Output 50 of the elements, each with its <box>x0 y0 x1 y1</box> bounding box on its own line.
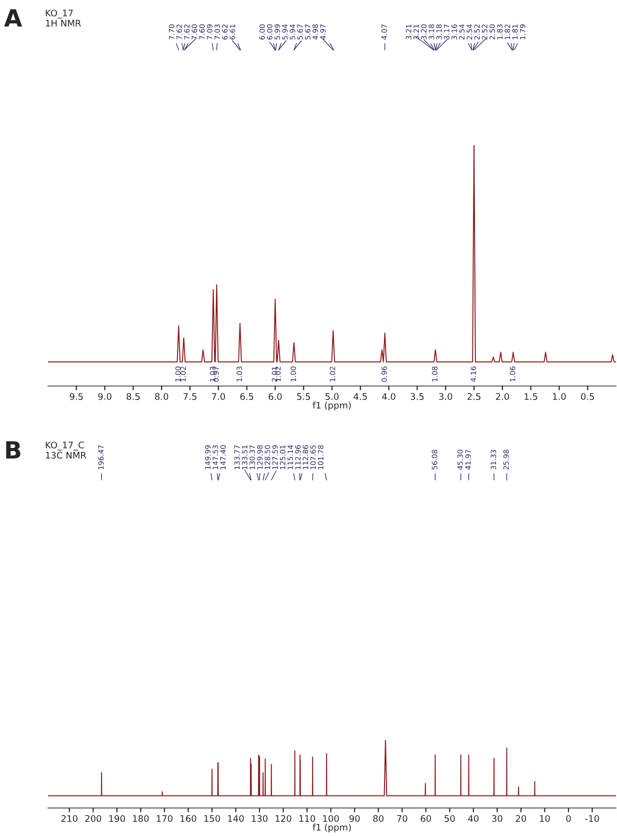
chart-subtitle: 13C NMR <box>46 452 86 459</box>
x-tick-label: 8.0 <box>155 393 168 400</box>
chart-subtitle: 1H NMR <box>46 20 81 26</box>
x-tick-label: 170 <box>156 815 172 822</box>
x-tick-label: 3.5 <box>410 393 424 400</box>
chart-title: KO_17 <box>46 10 73 18</box>
x-tick-label: 180 <box>133 815 149 822</box>
x-tick-label: 20 <box>516 815 526 822</box>
x-axis-title: f1 (ppm) <box>312 824 351 832</box>
x-tick-label: 1.0 <box>553 393 566 400</box>
x-tick-label: 9.5 <box>70 393 83 400</box>
x-tick-label: 3.0 <box>439 393 452 400</box>
x-tick-label: 5.0 <box>326 393 339 400</box>
x-tick-label: 6.0 <box>268 393 282 400</box>
x-tick-label: 30 <box>492 815 502 822</box>
text: B <box>6 441 20 459</box>
x-tick-label: 4.5 <box>354 393 367 400</box>
x-axis-title: f1 (ppm) <box>312 402 351 410</box>
x-tick-label: 140 <box>228 815 244 822</box>
x-tick-label: 2.5 <box>467 393 480 400</box>
x-tick-label: 90 <box>349 815 360 822</box>
x-tick-label: 4.0 <box>382 393 396 400</box>
x-tick-label: 50 <box>444 815 455 822</box>
chart-title: KO_17_C <box>46 442 84 450</box>
x-tick-label: 210 <box>61 815 78 822</box>
x-tick-label: 160 <box>180 815 196 822</box>
x-tick-label: 0 <box>566 815 571 822</box>
text: A <box>4 9 22 27</box>
x-tick-label: 200 <box>85 815 102 822</box>
x-tick-label: 70 <box>397 815 408 822</box>
x-tick-label: 8.5 <box>126 393 140 400</box>
x-tick-label: 9.0 <box>98 393 112 400</box>
x-tick-label: 190 <box>109 815 125 822</box>
x-tick-label: 7.0 <box>212 393 225 400</box>
x-tick-label: 60 <box>420 815 432 822</box>
x-tick-label: 0.5 <box>581 393 594 400</box>
x-tick-label: 130 <box>252 815 268 822</box>
x-tick-label: 120 <box>276 815 292 822</box>
x-tick-label: 100 <box>323 815 339 822</box>
x-tick-label: 7.5 <box>184 393 196 400</box>
x-tick-label: 40 <box>468 815 479 822</box>
x-tick-label: -10 <box>585 815 600 822</box>
x-tick-label: 80 <box>373 815 384 822</box>
x-tick-label: 1.5 <box>524 393 538 400</box>
x-tick-label: 10 <box>540 815 550 822</box>
x-tick-label: 2.0 <box>496 393 509 400</box>
x-tick-label: 5.5 <box>297 393 310 400</box>
x-tick-label: 110 <box>299 815 316 822</box>
x-tick-label: 6.5 <box>240 393 254 400</box>
x-tick-label: 150 <box>204 815 220 822</box>
